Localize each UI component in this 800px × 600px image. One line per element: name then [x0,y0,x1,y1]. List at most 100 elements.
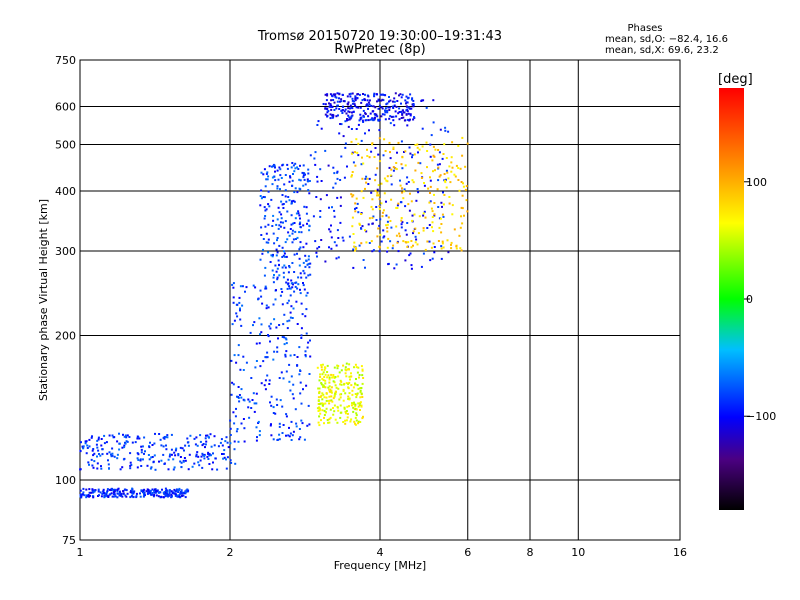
data-point [97,488,100,491]
data-point [270,423,272,426]
data-point [223,456,226,459]
data-point [376,93,378,96]
data-point [131,441,134,444]
x-tick-label: 6 [464,546,471,559]
data-point [108,493,111,496]
data-point [428,240,431,243]
data-point [341,236,344,239]
data-point [351,195,354,198]
data-point [439,174,442,177]
data-point [153,454,156,457]
data-point [131,487,134,490]
data-point [296,236,299,239]
data-point [259,204,262,207]
data-point [257,420,260,423]
data-point [235,361,238,364]
data-point [403,119,406,122]
data-point [119,468,122,471]
data-point [281,164,284,167]
data-point [413,213,416,216]
data-point [380,115,383,118]
data-point [155,494,158,497]
data-point [395,263,398,266]
data-point [409,93,412,96]
data-point [289,287,292,290]
data-point [406,245,409,248]
data-point [316,255,318,258]
data-point [346,103,349,106]
data-point [275,270,278,273]
data-point [94,489,97,492]
data-point [360,139,363,142]
data-point [300,302,303,305]
data-point [372,249,375,252]
data-point [162,453,165,456]
data-point [339,411,342,414]
data-point [390,168,393,171]
data-point [301,422,304,425]
data-point [371,117,374,120]
data-point [411,103,414,106]
data-point [375,113,378,116]
data-point [106,488,109,491]
data-point [446,239,449,242]
data-point [354,104,357,107]
data-point [303,205,306,208]
data-point [298,438,301,441]
data-point [242,369,245,371]
data-point [236,303,239,306]
colorbar-tick-label: 0 [746,293,753,306]
data-point [287,231,290,234]
data-point [88,463,90,466]
data-point [394,167,397,170]
data-point [350,375,353,378]
data-point [151,456,154,458]
data-point [178,488,180,491]
data-point [386,223,389,226]
data-point [318,379,321,382]
data-point [442,215,445,218]
data-point [418,148,421,151]
data-point [355,106,358,109]
data-point [289,311,292,314]
data-point [430,134,433,137]
data-point [395,168,398,171]
data-point [169,453,171,456]
data-point [139,492,141,495]
data-point [237,386,240,388]
data-point [381,98,384,101]
data-point [318,409,321,412]
data-point [358,404,361,407]
data-point [343,176,346,179]
data-point [191,465,194,468]
data-point [396,241,399,244]
data-point [350,418,353,421]
data-point [262,360,265,363]
data-point [333,101,336,104]
data-point [302,388,304,391]
data-point [279,221,282,224]
data-point [407,181,410,183]
data-point [129,461,132,464]
data-point [151,444,154,446]
data-point [319,168,322,171]
data-point [333,172,336,175]
data-point [326,419,329,421]
data-point [80,495,83,498]
data-point [291,434,294,437]
data-point [262,238,265,240]
data-point [390,183,393,186]
data-point [438,163,441,166]
data-point [85,440,88,443]
data-point [258,430,261,433]
data-point [344,142,347,145]
data-point [371,110,374,113]
data-point [230,359,233,362]
data-point [280,200,283,203]
data-point [320,239,323,241]
data-point [207,458,210,460]
data-point [270,395,273,398]
x-tick-label: 16 [673,546,687,559]
data-point [405,182,408,185]
data-point [328,376,331,379]
